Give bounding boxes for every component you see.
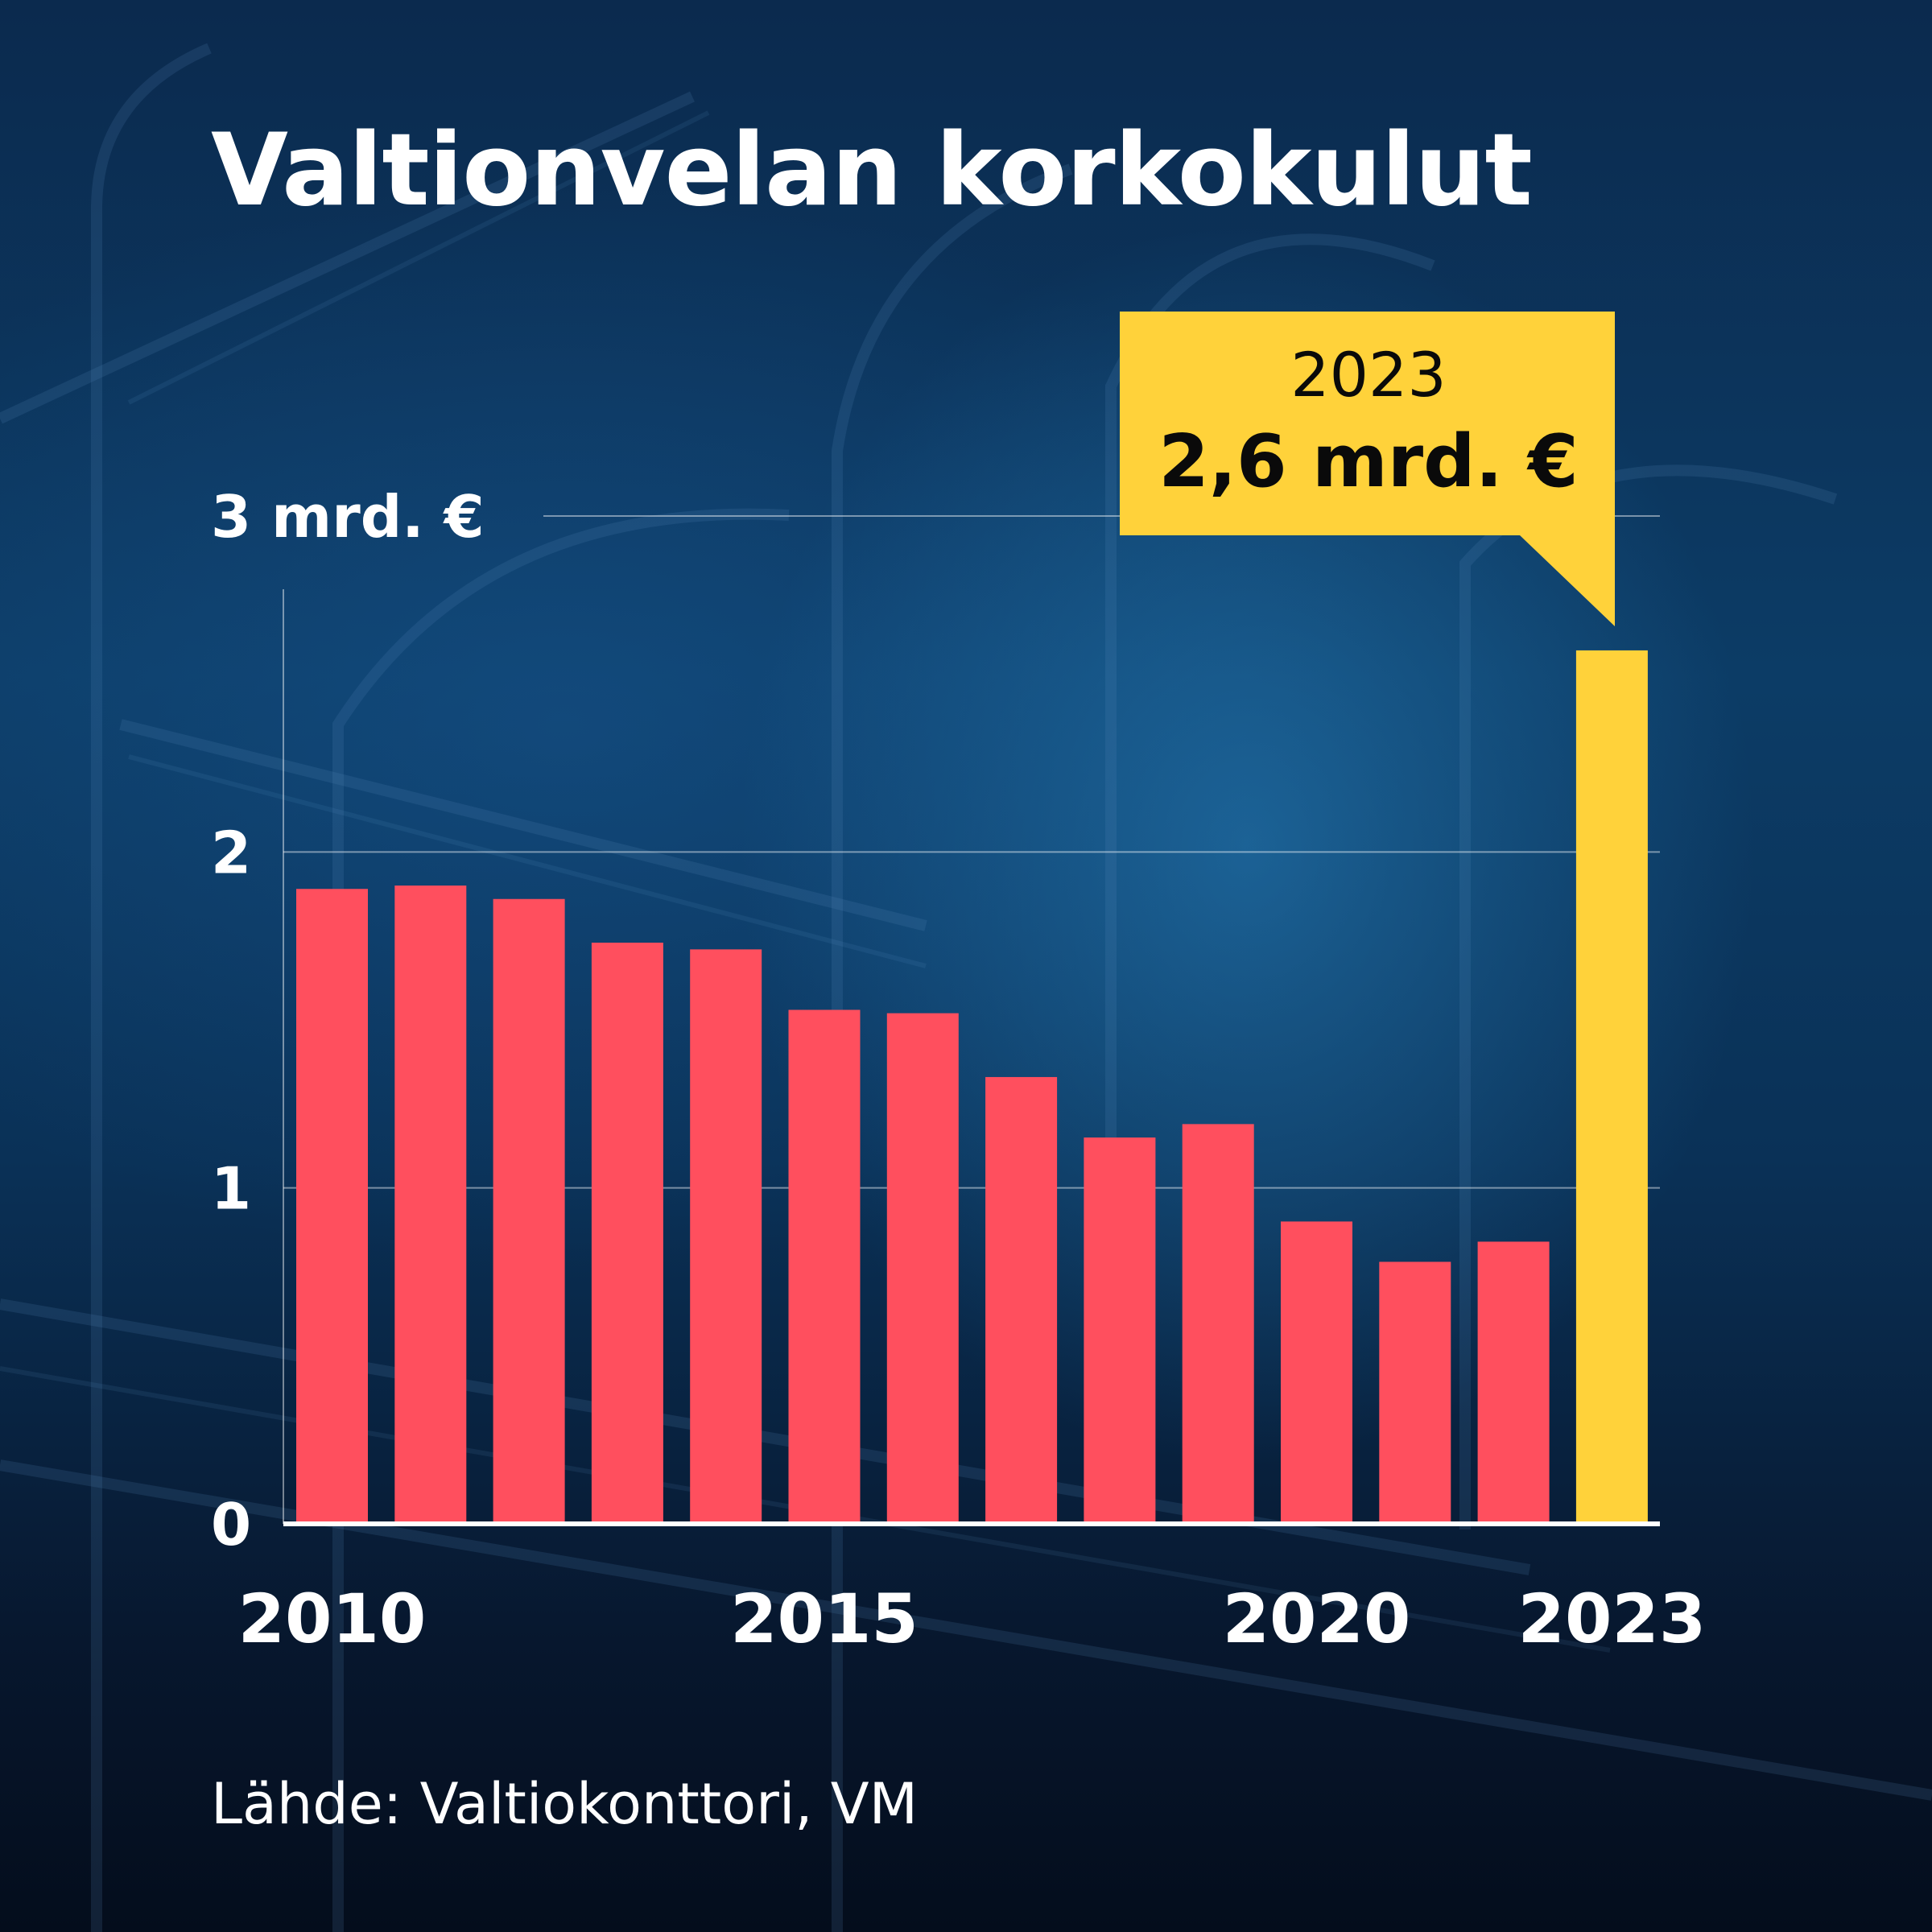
bar-2019: [1182, 1124, 1254, 1524]
y-tick-label: 3 mrd. €: [211, 483, 485, 551]
y-tick-label: 2: [211, 819, 251, 886]
callout-year: 2023: [1290, 339, 1446, 411]
x-tick-label: 2023: [1518, 1579, 1707, 1658]
x-tick-label: 2010: [238, 1579, 427, 1658]
callout-box: [1120, 312, 1615, 626]
bar-2012: [493, 898, 565, 1524]
bar-2022: [1477, 1241, 1550, 1524]
y-axis-ticks: 0 1 2 3 mrd. €: [211, 483, 485, 1558]
bar-2016: [886, 1013, 959, 1524]
bar-2018: [1084, 1137, 1156, 1524]
chart-title: Valtionvelan korkokulut: [211, 113, 1533, 229]
y-tick-label: 0: [211, 1491, 251, 1558]
callout-value: 2,6 mrd. €: [1158, 419, 1579, 504]
y-tick-label: 1: [211, 1155, 251, 1223]
highlight-callout: 2023 2,6 mrd. €: [1120, 312, 1615, 626]
bar-2010: [296, 889, 368, 1524]
source-note: Lähde: Valtiokonttori, VM: [211, 1771, 919, 1837]
gridlines: [283, 515, 1660, 1524]
x-axis-ticks: 2010 2015 2020 2023: [238, 1579, 1707, 1658]
bar-2015: [788, 1009, 861, 1524]
bar-2013: [591, 943, 663, 1524]
x-tick-label: 2015: [730, 1579, 919, 1658]
bars: [283, 650, 1660, 1526]
bar-2011: [394, 886, 467, 1524]
bar-2023: [1575, 650, 1648, 1524]
bar-2021: [1379, 1261, 1451, 1524]
x-tick-label: 2020: [1223, 1579, 1411, 1658]
bar-2017: [985, 1076, 1058, 1524]
bar-2020: [1281, 1221, 1352, 1524]
bar-2014: [690, 949, 762, 1524]
